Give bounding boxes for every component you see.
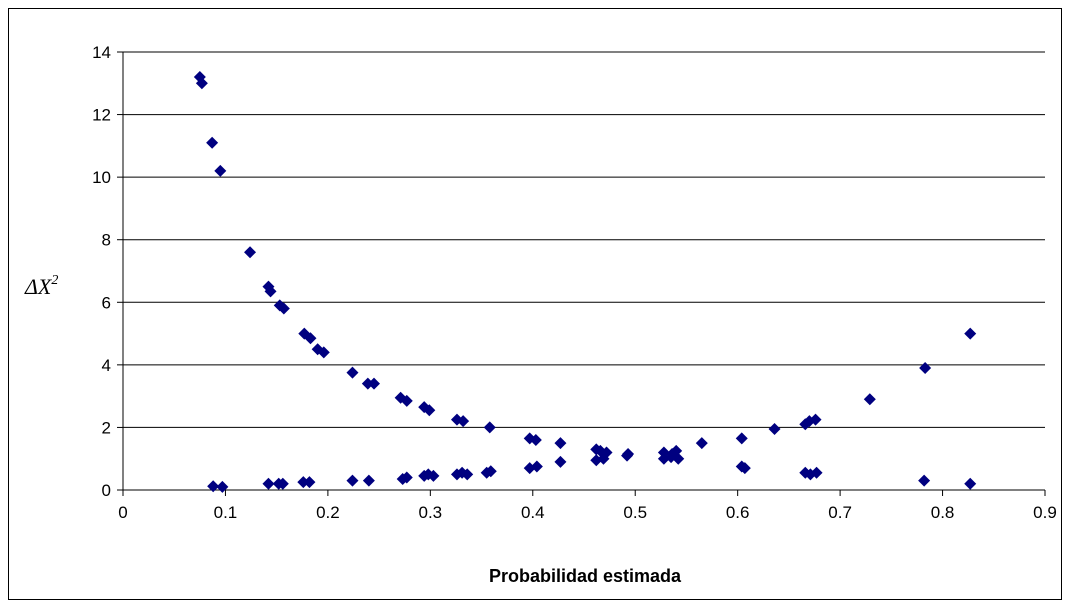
data-point xyxy=(735,432,748,445)
data-point xyxy=(362,474,375,487)
data-point xyxy=(244,246,257,259)
data-points xyxy=(193,71,977,493)
scatter-chart: 0 2 4 6 8 10 12 14 0 0.1 0.2 0.3 0.4 0.5 0.6 0.7 0.8 0.9… xyxy=(24,43,1057,586)
y-axis-label: ΔX2 xyxy=(24,273,58,299)
x-tick-label: 0.5 xyxy=(623,503,647,522)
data-point xyxy=(597,452,610,465)
x-tick-label: 0.8 xyxy=(931,503,955,522)
y-tick-labels: 0 2 4 6 8 10 12 14 xyxy=(92,43,111,500)
x-tick-label: 0.9 xyxy=(1033,503,1057,522)
data-point xyxy=(262,477,275,490)
data-point xyxy=(738,462,751,475)
data-point xyxy=(277,302,290,315)
data-point xyxy=(427,469,440,482)
data-point xyxy=(554,455,567,468)
data-point xyxy=(361,377,374,390)
y-axis-label-superscript: 2 xyxy=(51,273,58,288)
data-point xyxy=(264,285,277,298)
data-point xyxy=(400,471,413,484)
y-tick-label: 12 xyxy=(92,106,111,125)
data-point xyxy=(484,465,497,478)
data-point xyxy=(964,327,977,340)
axes xyxy=(117,51,1046,496)
y-tick-label: 0 xyxy=(102,481,111,500)
y-tick-label: 10 xyxy=(92,168,111,187)
data-point xyxy=(276,477,289,490)
data-point xyxy=(695,437,708,450)
data-point xyxy=(554,437,567,450)
data-point xyxy=(919,361,932,374)
x-tick-label: 0 xyxy=(118,503,127,522)
data-point xyxy=(863,393,876,406)
data-point xyxy=(303,476,316,489)
data-point xyxy=(672,452,685,465)
data-point xyxy=(483,421,496,434)
data-point xyxy=(214,164,227,177)
x-tick-label: 0.7 xyxy=(828,503,852,522)
y-tick-label: 8 xyxy=(102,231,111,250)
y-tick-label: 6 xyxy=(102,293,111,312)
data-point xyxy=(297,476,310,489)
x-tick-label: 0.4 xyxy=(521,503,545,522)
data-point xyxy=(346,474,359,487)
data-point xyxy=(206,136,219,149)
data-point xyxy=(317,346,330,359)
x-axis-label: Probabilidad estimada xyxy=(489,566,682,586)
x-tick-label: 0.6 xyxy=(726,503,750,522)
gridlines xyxy=(123,51,1045,428)
data-point xyxy=(457,415,470,428)
data-point xyxy=(423,404,436,417)
x-tick-label: 0.2 xyxy=(316,503,340,522)
y-axis-label-text: ΔX xyxy=(24,274,53,299)
data-point xyxy=(461,468,474,481)
data-point xyxy=(809,413,822,426)
y-tick-label: 14 xyxy=(92,43,111,62)
data-point xyxy=(810,466,823,479)
data-point xyxy=(195,77,208,90)
x-tick-labels: 0 0.1 0.2 0.3 0.4 0.5 0.6 0.7 0.8 0.9 xyxy=(118,503,1057,522)
data-point xyxy=(530,460,543,473)
data-point xyxy=(400,394,413,407)
chart-frame: 0 2 4 6 8 10 12 14 0 0.1 0.2 0.3 0.4 0.5 0.6 0.7 0.8 0.9… xyxy=(8,8,1062,600)
data-point xyxy=(346,366,359,379)
y-tick-label: 4 xyxy=(102,356,111,375)
data-point xyxy=(964,477,977,490)
data-point xyxy=(529,433,542,446)
data-point xyxy=(768,422,781,435)
data-point xyxy=(216,480,229,493)
data-point xyxy=(918,474,931,487)
data-point xyxy=(304,332,317,345)
y-tick-label: 2 xyxy=(102,418,111,437)
data-point xyxy=(207,480,220,493)
data-point xyxy=(367,377,380,390)
x-tick-label: 0.1 xyxy=(214,503,238,522)
x-tick-label: 0.3 xyxy=(419,503,443,522)
data-point xyxy=(621,449,634,462)
